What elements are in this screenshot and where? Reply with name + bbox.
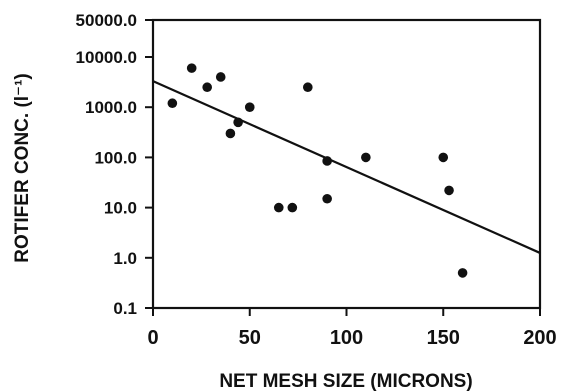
- x-tick-label: 200: [523, 327, 556, 349]
- y-tick-label: 100.0: [94, 148, 137, 167]
- plot-frame: [151, 18, 542, 310]
- data-point: [202, 82, 212, 93]
- data-point: [444, 185, 454, 196]
- x-tick-label: 50: [239, 327, 261, 349]
- y-tick-label: 0.1: [113, 299, 137, 318]
- y-tick-label: 10.0: [104, 199, 137, 218]
- x-tick-label: 100: [330, 327, 363, 349]
- data-point: [233, 117, 243, 128]
- y-axis-title: ROTIFER CONC. (l⁻¹): [12, 73, 33, 262]
- data-point: [322, 156, 332, 166]
- data-point: [457, 268, 468, 278]
- data-point: [244, 102, 255, 112]
- trend-line: [152, 80, 541, 254]
- y-tick-label: 10000.0: [76, 48, 137, 67]
- data-point: [303, 82, 313, 93]
- plot-area: 0.1 1.0 10.0 100.0 1000.0 10000.0 50000.0 0 50 10…: [76, 11, 557, 349]
- data-point: [225, 128, 236, 139]
- data-point: [273, 202, 284, 213]
- x-tick-label: 150: [427, 327, 460, 349]
- data-point: [215, 72, 226, 82]
- data-point: [167, 98, 178, 109]
- data-point: [186, 63, 197, 73]
- data-point: [287, 202, 298, 213]
- data-point: [322, 193, 332, 204]
- y-tick-label: 1.0: [113, 249, 137, 268]
- x-axis-title: NET MESH SIZE (MICRONS): [219, 371, 472, 392]
- y-tick-label: 50000.0: [76, 11, 137, 30]
- y-tick-label: 1000.0: [85, 98, 137, 117]
- data-point: [438, 152, 449, 163]
- data-point: [361, 152, 371, 163]
- x-tick-label: 0: [147, 327, 158, 349]
